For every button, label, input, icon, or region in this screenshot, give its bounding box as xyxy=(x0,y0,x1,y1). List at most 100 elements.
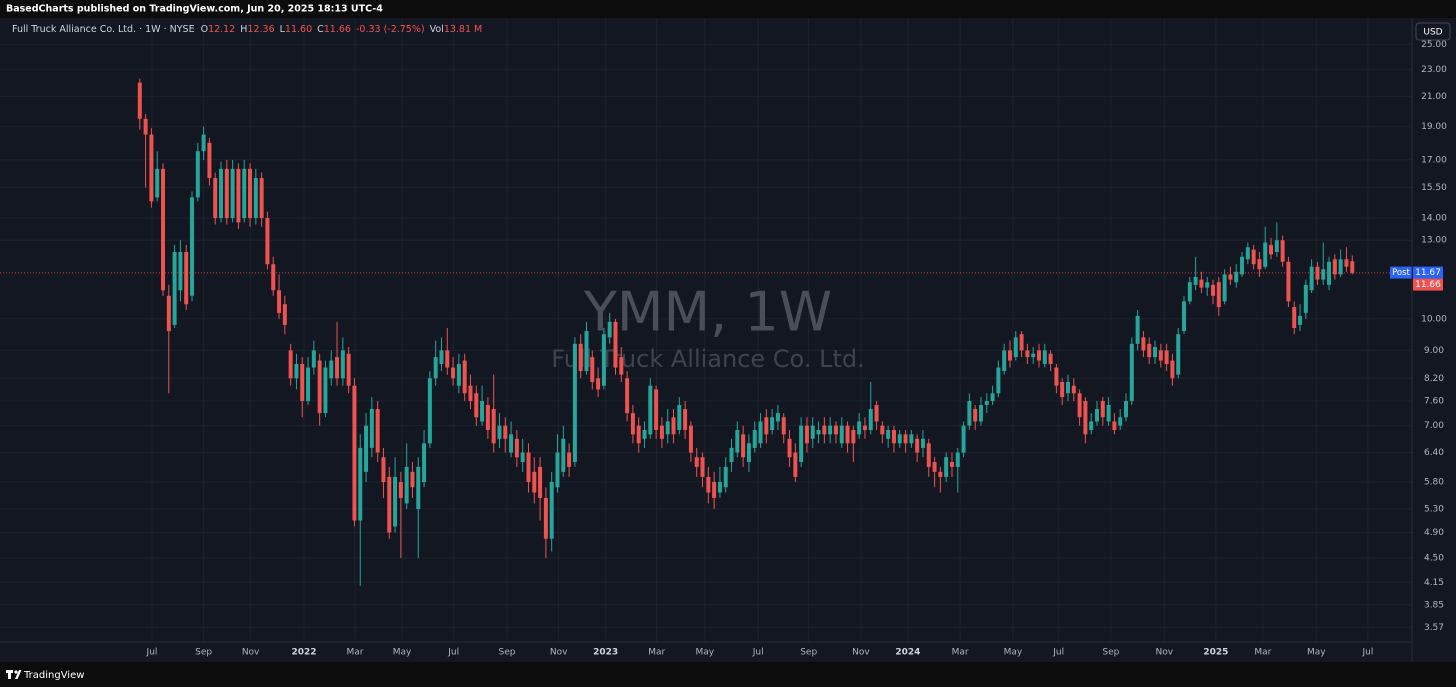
last-price-box xyxy=(1413,278,1443,291)
candle-body xyxy=(137,82,142,119)
candle-body xyxy=(770,417,775,430)
x-tick-label: Sep xyxy=(195,648,212,658)
publisher: BasedCharts published on TradingView.com… xyxy=(6,4,383,15)
candle-body xyxy=(938,471,943,477)
brand: TradingView xyxy=(23,670,84,681)
candle-body xyxy=(665,421,670,435)
candle-body xyxy=(439,350,444,365)
candle-body xyxy=(955,452,960,467)
candle-body xyxy=(149,134,154,202)
candle-body xyxy=(1228,274,1233,280)
candle-body xyxy=(996,367,1001,394)
candle-body xyxy=(839,425,844,444)
candle-body xyxy=(509,434,514,453)
candle-body xyxy=(1129,343,1134,402)
candle-body xyxy=(619,357,624,375)
candle-body xyxy=(172,251,177,325)
currency-box[interactable] xyxy=(1415,22,1451,41)
candle-body xyxy=(926,443,931,467)
candle-body xyxy=(1100,401,1105,418)
candle-body xyxy=(364,425,369,472)
candle-body xyxy=(532,471,537,493)
legend-label: Vol xyxy=(430,24,444,35)
candle-body xyxy=(340,350,345,379)
candle-body xyxy=(1036,350,1041,361)
candle-body xyxy=(277,290,282,313)
candle-body xyxy=(201,134,206,152)
candle-body xyxy=(1234,271,1239,283)
candle-body xyxy=(712,482,717,498)
post-price-box xyxy=(1413,266,1443,279)
legend-change: -0.33 (-2.75%) xyxy=(356,24,425,35)
post-label-box xyxy=(1390,266,1412,279)
y-tick-label: 6.40 xyxy=(1424,448,1444,458)
candle-body xyxy=(601,334,606,386)
candle-body xyxy=(253,178,258,219)
candle-body xyxy=(1292,307,1297,328)
candle-body xyxy=(242,168,247,219)
candle-body xyxy=(427,378,432,444)
candle-body xyxy=(161,168,166,291)
candle-body xyxy=(1135,315,1140,344)
candle-body xyxy=(886,429,891,439)
candle-body xyxy=(543,497,548,539)
candle-body xyxy=(781,417,786,435)
currency[interactable]: USD xyxy=(1423,28,1442,38)
candle-body xyxy=(607,321,612,338)
candle-body xyxy=(1251,249,1256,265)
candle-body xyxy=(166,295,171,332)
candle-body xyxy=(723,466,728,488)
candle-body xyxy=(485,405,490,430)
candle-body xyxy=(1199,279,1204,288)
candle-body xyxy=(1164,350,1169,365)
x-tick-label: Sep xyxy=(499,648,516,658)
candle-body xyxy=(329,360,334,379)
candle-body xyxy=(1350,261,1355,273)
candle-body xyxy=(1245,247,1250,260)
candle-body xyxy=(949,462,954,467)
x-tick-label: Mar xyxy=(648,648,665,658)
candle-body xyxy=(1298,315,1303,325)
candle-body xyxy=(143,118,148,135)
candle-body xyxy=(978,405,983,422)
chart-background xyxy=(0,18,1456,662)
x-tick-label: Jul xyxy=(447,648,459,658)
y-tick-label: 14.00 xyxy=(1421,214,1447,224)
candle-body xyxy=(323,367,328,414)
legend-value: 12.12 xyxy=(208,24,235,35)
candle-body xyxy=(236,168,241,223)
candle-body xyxy=(300,364,305,402)
last-price-label: 11.66 xyxy=(1415,280,1441,290)
y-tick-label: 17.00 xyxy=(1421,155,1447,165)
candle-body xyxy=(967,401,972,426)
candle-body xyxy=(642,429,647,439)
bottom-bar xyxy=(0,662,1456,687)
candle-body xyxy=(578,343,583,372)
legend-label: C xyxy=(317,24,324,35)
brand-logo xyxy=(6,670,22,679)
x-tick-label: Jul xyxy=(1052,648,1064,658)
candle-body xyxy=(671,417,676,435)
candle-body xyxy=(1269,244,1274,255)
y-tick-label: 23.00 xyxy=(1421,65,1447,75)
post-label: Post xyxy=(1392,268,1410,278)
candle-body xyxy=(1060,381,1065,398)
candle-body xyxy=(920,438,925,448)
candle-body xyxy=(1205,282,1210,288)
y-tick-label: 5.80 xyxy=(1424,478,1444,488)
legend-value: 13.81 M xyxy=(444,24,482,35)
y-tick-label: 13.00 xyxy=(1421,236,1447,246)
x-tick-label: May xyxy=(393,648,412,658)
candle-body xyxy=(474,393,479,418)
candle-body xyxy=(799,425,804,463)
candle-body xyxy=(868,409,873,430)
x-tick-label: Nov xyxy=(852,648,870,658)
y-tick-label: 10.00 xyxy=(1421,314,1447,324)
x-tick-label: 2024 xyxy=(895,648,920,658)
candle-body xyxy=(491,409,496,444)
candle-body xyxy=(984,401,989,406)
candle-body xyxy=(555,452,560,488)
candle-body xyxy=(862,425,867,430)
candle-body xyxy=(497,425,502,439)
